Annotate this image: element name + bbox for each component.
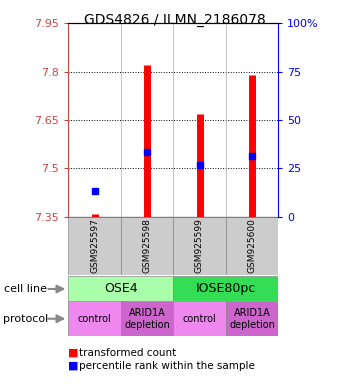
Text: IOSE80pc: IOSE80pc: [196, 283, 256, 295]
Bar: [121, 301, 173, 336]
Text: ■: ■: [68, 348, 79, 358]
Text: percentile rank within the sample: percentile rank within the sample: [79, 361, 255, 371]
Bar: [173, 301, 226, 336]
Bar: [226, 301, 278, 336]
Text: transformed count: transformed count: [79, 348, 176, 358]
Bar: [173, 276, 278, 301]
FancyBboxPatch shape: [173, 217, 226, 275]
Text: GSM925597: GSM925597: [90, 218, 99, 273]
Text: ARID1A
depletion: ARID1A depletion: [124, 308, 170, 329]
FancyBboxPatch shape: [121, 217, 173, 275]
Text: ARID1A
depletion: ARID1A depletion: [229, 308, 275, 329]
Text: OSE4: OSE4: [104, 283, 138, 295]
Text: control: control: [78, 314, 111, 324]
FancyBboxPatch shape: [226, 217, 278, 275]
Text: ■: ■: [68, 361, 79, 371]
Text: GSM925598: GSM925598: [142, 218, 152, 273]
Bar: [68, 301, 121, 336]
Text: control: control: [183, 314, 216, 324]
Text: GSM925600: GSM925600: [247, 218, 257, 273]
Text: GSM925599: GSM925599: [195, 218, 204, 273]
Text: protocol: protocol: [4, 314, 49, 324]
Bar: [68, 276, 173, 301]
Text: GDS4826 / ILMN_2186078: GDS4826 / ILMN_2186078: [84, 13, 266, 27]
FancyBboxPatch shape: [68, 217, 121, 275]
Text: cell line: cell line: [4, 284, 47, 294]
